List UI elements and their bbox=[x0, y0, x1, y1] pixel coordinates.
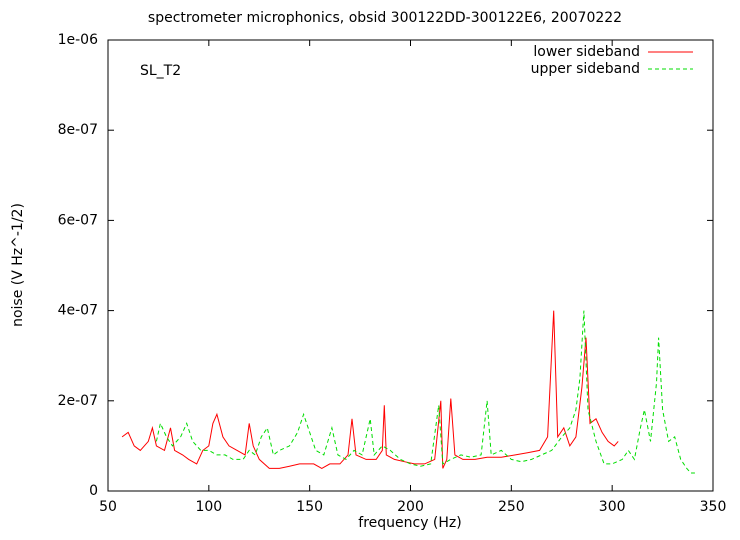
annotation: SL_T2 bbox=[140, 63, 181, 79]
y-tick-label: 2e-07 bbox=[58, 393, 98, 409]
legend-label: lower sideband bbox=[533, 44, 640, 60]
data-line bbox=[121, 310, 619, 469]
x-tick-label: 150 bbox=[296, 499, 323, 515]
y-tick-label: 6e-07 bbox=[58, 212, 98, 228]
x-tick-label: 100 bbox=[195, 499, 222, 515]
x-tick-label: 300 bbox=[599, 499, 626, 515]
x-tick-label: 350 bbox=[700, 499, 727, 515]
y-tick-label: 8e-07 bbox=[58, 122, 98, 138]
chart-title: spectrometer microphonics, obsid 300122D… bbox=[148, 10, 622, 26]
y-tick-label: 0 bbox=[89, 483, 98, 499]
y-tick-label: 1e-06 bbox=[58, 32, 98, 48]
x-axis-label: frequency (Hz) bbox=[358, 515, 461, 531]
x-tick-label: 250 bbox=[498, 499, 525, 515]
data-line bbox=[155, 310, 695, 474]
y-tick-label: 4e-07 bbox=[58, 303, 98, 319]
plot-frame bbox=[107, 39, 714, 492]
y-axis-label: noise (V Hz^-1/2) bbox=[10, 203, 26, 327]
x-tick-label: 200 bbox=[397, 499, 424, 515]
legend-label: upper sideband bbox=[531, 61, 640, 77]
x-tick-label: 50 bbox=[99, 499, 117, 515]
